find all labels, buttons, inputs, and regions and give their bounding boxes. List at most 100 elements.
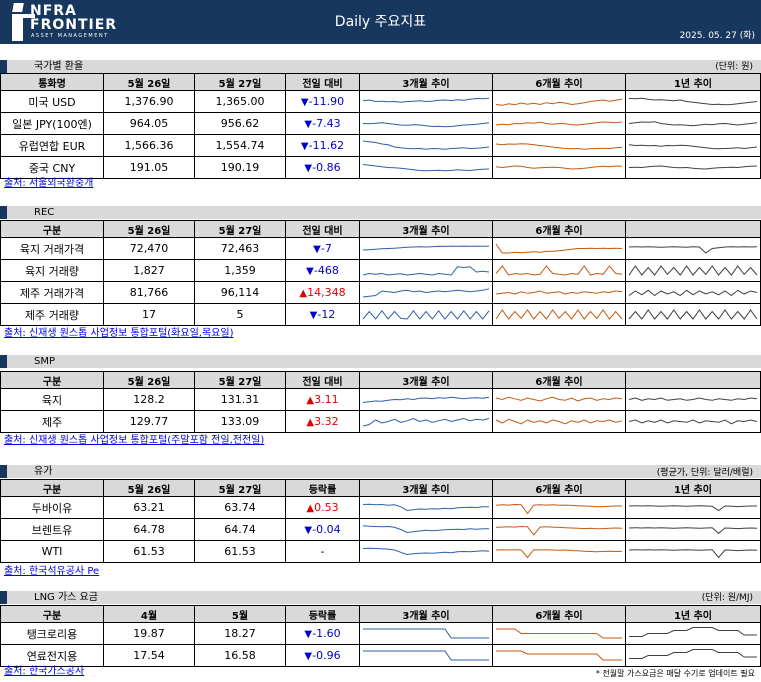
value-curr: 131.31	[194, 388, 286, 411]
source-link-oil[interactable]: 출처: 한국석유공사 Pe	[4, 566, 100, 577]
change-cell: ▲14,348	[285, 281, 360, 304]
up-triangle-icon: ▲	[306, 395, 315, 406]
sparkline-series	[495, 525, 623, 536]
value-prev: 17	[103, 303, 195, 326]
table-row: 육지 거래량 1,827 1,359 ▼-468	[0, 259, 761, 282]
trend-chart-6m	[492, 388, 626, 411]
sparkline-series	[628, 265, 758, 276]
value-prev: 17.54	[103, 644, 195, 667]
source-link-fx[interactable]: 출처: 서울외국환중개	[4, 178, 94, 189]
column-header: 3개월 추이	[359, 479, 493, 497]
column-header: 전일 대비	[285, 220, 360, 238]
sparkline-series	[496, 628, 622, 639]
sparkline	[628, 419, 758, 425]
sparkline	[362, 122, 490, 128]
value-prev: 191.05	[103, 156, 195, 179]
change-value: -	[320, 545, 325, 558]
change-cell: ▼-11.62	[285, 134, 360, 157]
column-header: 5월 27일	[194, 479, 286, 497]
sparkline-series	[362, 288, 490, 298]
column-header: 1년 추이	[625, 73, 761, 91]
down-triangle-icon: ▼	[300, 141, 309, 152]
sparkline	[362, 245, 490, 251]
trend-chart-3m	[359, 518, 493, 541]
down-triangle-icon: ▼	[304, 651, 313, 662]
up-triangle-icon: ▲	[299, 288, 308, 299]
sparkline-series	[628, 309, 758, 320]
table-row: 중국 CNY 191.05 190.19 ▼-0.86	[0, 156, 761, 179]
table-row: 유럽연합 EUR 1,566.36 1,554.74 ▼-11.62	[0, 134, 761, 157]
change-value: -12	[317, 308, 336, 321]
down-triangle-icon: ▼	[313, 244, 321, 255]
trend-chart-1y	[625, 281, 761, 304]
change-cell: ▲3.11	[285, 388, 360, 411]
change-cell: -	[285, 540, 360, 563]
change-value: -11.62	[308, 139, 345, 152]
sparkline	[362, 396, 490, 403]
change-value: -11.90	[308, 95, 345, 108]
table-row: 브렌트유 64.78 64.74 ▼-0.04	[0, 518, 761, 541]
trend-chart-3m	[359, 496, 493, 519]
trend-chart-3m	[359, 134, 493, 157]
column-header: 6개월 추이	[492, 73, 626, 91]
change-value: -468	[313, 264, 339, 277]
sparkline-series	[362, 309, 490, 320]
source-link-lng[interactable]: 출처: 한국가스공사	[4, 666, 85, 677]
sparkline-series	[362, 396, 490, 403]
change-cell: ▼-7	[285, 237, 360, 260]
sparkline-series	[362, 266, 490, 276]
trend-chart-6m	[492, 90, 626, 113]
trend-chart-6m	[492, 259, 626, 282]
sparkline-series	[495, 290, 623, 295]
value-curr: 190.19	[194, 156, 286, 179]
value-curr: 63.74	[194, 496, 286, 519]
column-header: 등락률	[285, 605, 360, 623]
trend-chart-6m	[492, 622, 626, 645]
change-cell: ▼-12	[285, 303, 360, 326]
sparkline-series	[362, 417, 490, 427]
value-prev: 1,376.90	[103, 90, 195, 113]
logo-text-line3: ASSET MANAGEMENT	[31, 33, 109, 39]
value-prev: 19.87	[103, 622, 195, 645]
sparkline-series	[363, 650, 489, 661]
trend-chart-1y	[625, 644, 761, 667]
table-row: 제주 129.77 133.09 ▲3.32	[0, 410, 761, 433]
down-triangle-icon: ▼	[309, 310, 318, 321]
sparkline	[363, 628, 489, 639]
section-title-oil: 유가	[34, 466, 53, 477]
rec-table: 구분 5월 26일 5월 27일 전일 대비 3개월 추이 6개월 추이 육지 …	[0, 220, 761, 326]
sparkline-series	[363, 628, 489, 639]
logo-mark-icon	[8, 3, 35, 41]
change-value: 3.32	[314, 415, 339, 428]
column-header: 6개월 추이	[492, 479, 626, 497]
source-link-smp[interactable]: 출처: 신재생 원스톱 사업정보 통합포털(주말포함 전일,전전일)	[4, 435, 265, 446]
trend-chart-1y	[625, 303, 761, 326]
trend-chart-1y	[625, 156, 761, 179]
row-label: 유럽연합 EUR	[0, 134, 104, 157]
sparkline-series	[495, 121, 623, 126]
report-header: NFRA FRONTIER ASSET MANAGEMENT Daily 주요지…	[0, 0, 761, 44]
trend-chart-6m	[492, 112, 626, 135]
column-header	[625, 371, 761, 389]
column-header: 5월 27일	[194, 220, 286, 238]
table-header-row: 구분 5월 26일 5월 27일 전일 대비 3개월 추이 6개월 추이	[0, 220, 761, 238]
column-header: 6개월 추이	[492, 371, 626, 389]
table-header-row: 통화명 5월 26일 5월 27일 전일 대비 3개월 추이 6개월 추이 1년…	[0, 73, 761, 91]
sparkline	[495, 503, 622, 515]
sparkline	[363, 650, 489, 661]
company-logo: NFRA FRONTIER ASSET MANAGEMENT	[8, 2, 158, 42]
source-link-rec[interactable]: 출처: 신재생 원스톱 사업정보 통합포털(화요일,목요일)	[4, 328, 234, 339]
sparkline	[628, 397, 758, 401]
sparkline	[495, 165, 623, 170]
sparkline-series	[495, 418, 623, 425]
column-header: 전일 대비	[285, 371, 360, 389]
change-cell: ▼-0.04	[285, 518, 360, 541]
value-prev: 63.21	[103, 496, 195, 519]
row-label: 일본 JPY(100엔)	[0, 112, 104, 135]
row-label: 제주	[0, 410, 104, 433]
value-curr: 1,365.00	[194, 90, 286, 113]
sparkline	[362, 288, 490, 298]
column-header: 구분	[0, 220, 104, 238]
sparkline	[495, 121, 623, 126]
trend-chart-6m	[492, 281, 626, 304]
